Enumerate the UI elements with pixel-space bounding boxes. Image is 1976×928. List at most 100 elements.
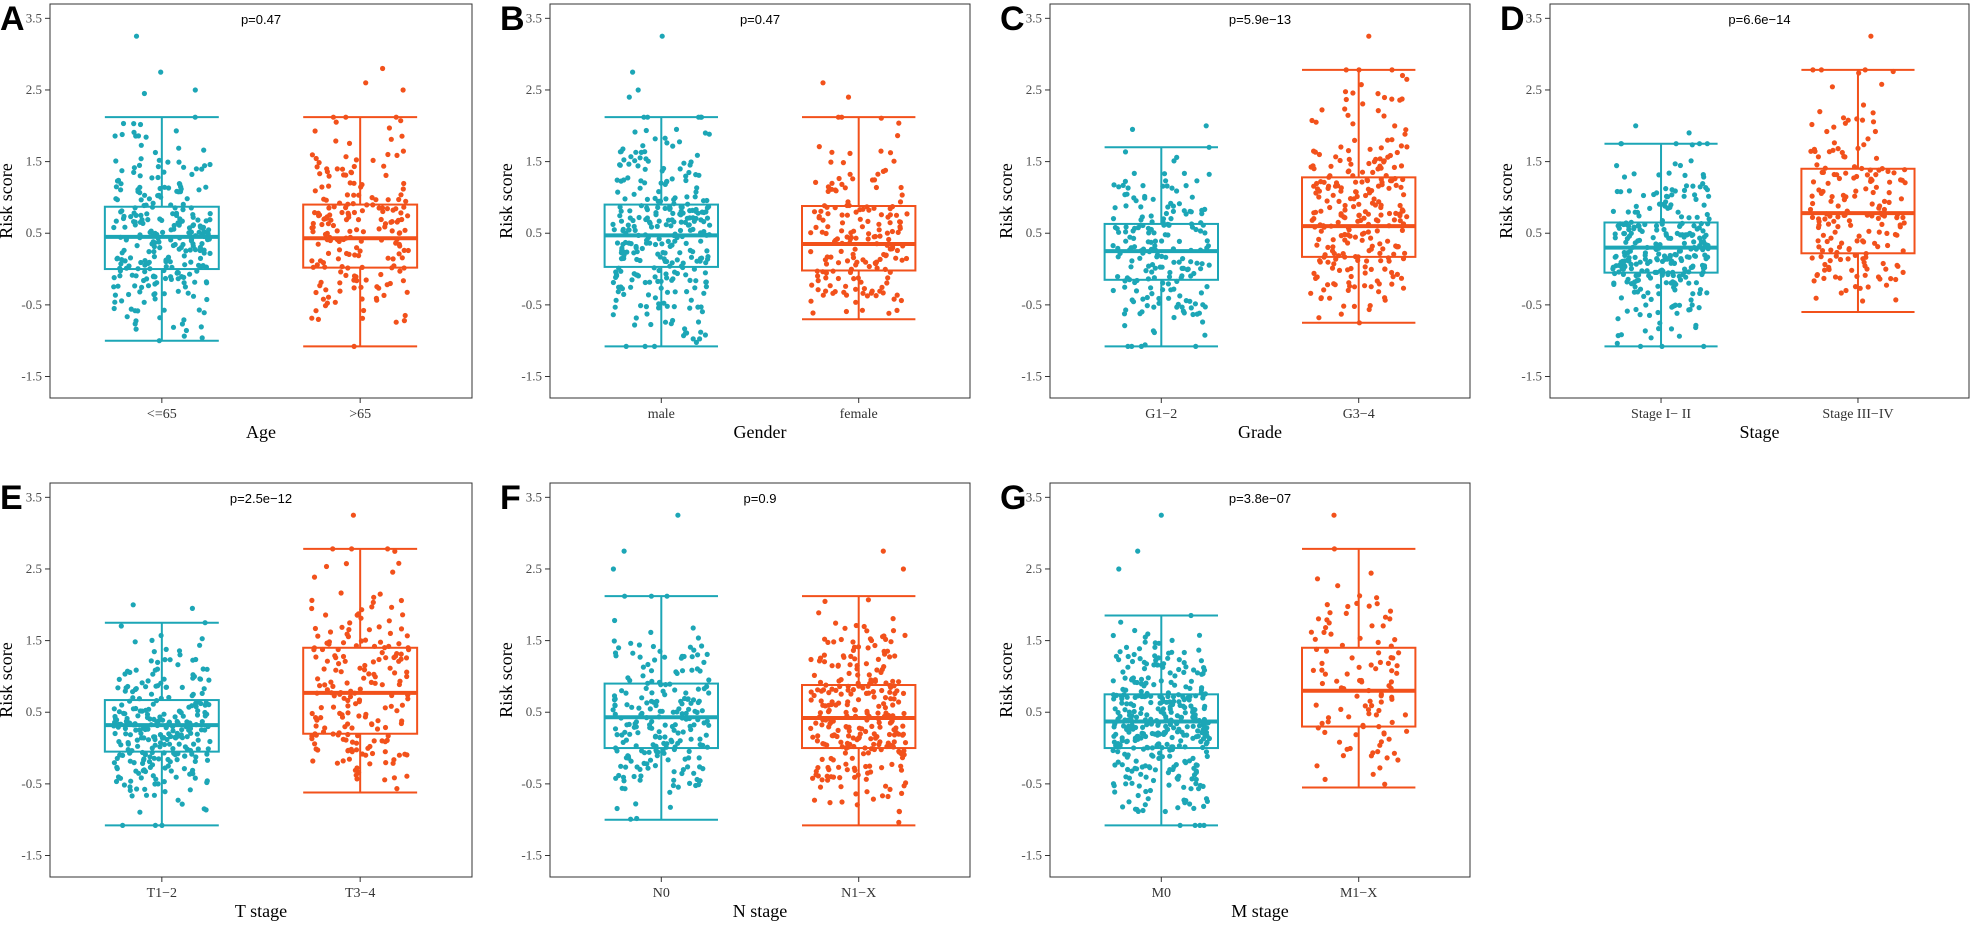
data-point [163, 646, 169, 653]
data-point [152, 822, 158, 829]
data-point [119, 702, 125, 708]
outlier-point [630, 69, 636, 75]
data-point [842, 625, 848, 631]
data-point [381, 292, 387, 298]
data-point [344, 631, 350, 637]
data-point [1862, 67, 1868, 73]
data-point [339, 209, 345, 216]
data-point [664, 289, 671, 295]
data-point [1375, 108, 1381, 114]
data-point [1831, 124, 1837, 130]
data-point [1313, 275, 1319, 281]
data-point [161, 711, 167, 717]
data-point [815, 278, 821, 284]
data-point [1865, 136, 1871, 142]
data-point [684, 289, 690, 295]
data-point [399, 255, 405, 261]
y-tick-label: 2.5 [1026, 561, 1042, 576]
data-point [1693, 322, 1699, 328]
jitter-points [111, 33, 213, 344]
data-point [1696, 305, 1702, 311]
data-point [1813, 295, 1819, 301]
data-point [312, 210, 318, 216]
outlier-point [363, 80, 369, 86]
data-point [1636, 213, 1642, 219]
data-point [1342, 106, 1348, 112]
data-point [876, 227, 882, 233]
data-point [316, 160, 322, 166]
data-point [1382, 297, 1388, 303]
data-point [1157, 700, 1163, 706]
data-point [811, 797, 818, 803]
data-point [704, 215, 711, 221]
data-point [1697, 290, 1703, 296]
data-point [1132, 735, 1138, 741]
data-point [865, 218, 871, 224]
outlier-point [1633, 123, 1639, 129]
data-point [1641, 293, 1647, 299]
data-point [703, 732, 709, 738]
data-point [1126, 712, 1133, 718]
data-point [376, 624, 382, 630]
data-point [891, 683, 897, 689]
data-point [131, 760, 137, 766]
outlier-point [1331, 512, 1337, 518]
data-point [1690, 263, 1696, 269]
data-point [172, 241, 178, 248]
data-point [846, 733, 852, 739]
data-point [883, 783, 889, 789]
data-point [1691, 239, 1697, 245]
data-point [1367, 303, 1373, 309]
data-point [631, 250, 637, 256]
data-point [1154, 252, 1161, 258]
data-point [1897, 224, 1903, 230]
panel-letter: A [0, 0, 25, 38]
data-point [181, 317, 187, 323]
data-point [638, 303, 644, 309]
data-point [1180, 694, 1186, 700]
data-point [1311, 270, 1317, 276]
data-point [1193, 776, 1199, 783]
data-point [345, 747, 351, 754]
data-point [1111, 733, 1117, 739]
data-point [1612, 254, 1618, 260]
data-point [1321, 179, 1327, 185]
data-point [132, 321, 138, 327]
y-tick-label: -1.5 [521, 848, 542, 863]
data-point [860, 257, 866, 263]
data-point [135, 133, 142, 139]
data-point [399, 133, 405, 139]
data-point [1189, 776, 1195, 782]
data-point [1123, 203, 1129, 209]
data-point [1389, 67, 1395, 73]
outlier-point [1135, 548, 1141, 554]
data-point [874, 265, 880, 271]
data-point [151, 244, 157, 250]
data-point [674, 709, 680, 715]
outlier-point [845, 94, 852, 100]
data-point [187, 271, 193, 277]
data-point [612, 726, 619, 732]
data-point [121, 782, 127, 788]
data-point [1343, 96, 1349, 103]
data-point [120, 822, 126, 829]
data-point [1818, 254, 1824, 260]
data-point [1176, 657, 1182, 663]
data-point [1377, 250, 1383, 256]
data-point [1378, 258, 1384, 264]
data-point [1668, 326, 1675, 332]
data-point [1628, 219, 1634, 225]
data-point [1122, 149, 1129, 155]
data-point [697, 736, 703, 742]
data-point [855, 672, 861, 678]
data-point [158, 632, 164, 639]
data-point [1698, 221, 1704, 227]
data-point [705, 254, 711, 260]
data-point [1337, 157, 1343, 164]
data-point [840, 653, 847, 659]
data-point [854, 259, 860, 265]
data-point [401, 204, 407, 210]
data-point [161, 169, 167, 175]
data-point [646, 749, 652, 755]
data-point [334, 166, 340, 172]
